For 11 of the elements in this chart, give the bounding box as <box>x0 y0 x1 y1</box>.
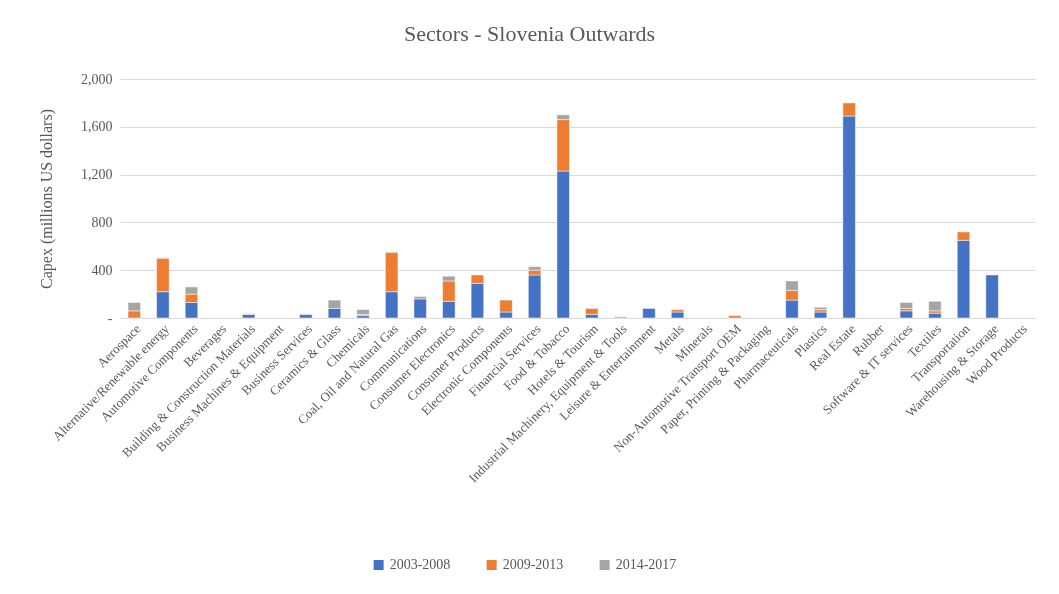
y-tick-label: 2,000 <box>81 71 113 87</box>
legend-label: 2003-2008 <box>389 557 451 572</box>
legend-label: 2009-2013 <box>502 557 564 572</box>
y-tick-label: - <box>107 310 113 326</box>
y-axis-title: Capex (millions US dollars) <box>38 109 56 289</box>
y-tick-label: 400 <box>91 262 113 278</box>
legend-label: 2014-2017 <box>615 557 677 572</box>
chart-title: Sectors - Slovenia Outwards <box>403 21 656 46</box>
y-tick-label: 1,600 <box>81 119 113 135</box>
y-tick-label: 1,200 <box>81 167 113 183</box>
y-tick-label: 800 <box>91 214 113 230</box>
